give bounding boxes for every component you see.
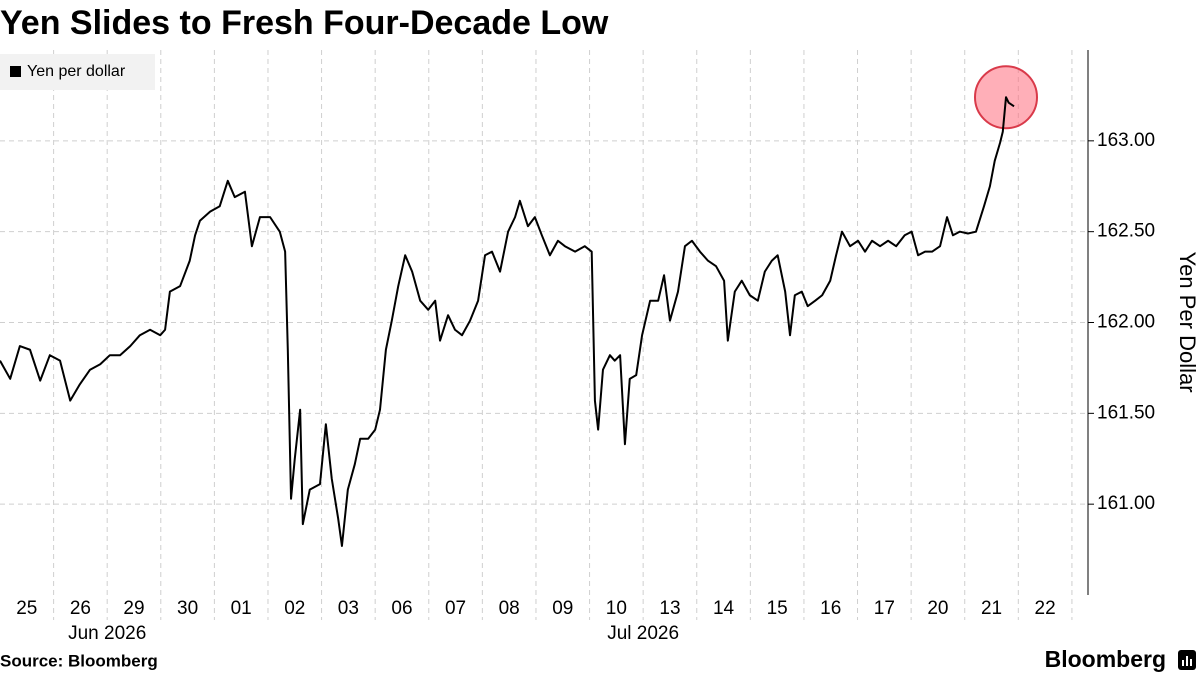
y-tick-label: 161.50 — [1097, 402, 1155, 423]
y-tick-label: 162.00 — [1097, 312, 1155, 333]
x-tick-label: 16 — [820, 598, 841, 619]
x-tick-label: 15 — [767, 598, 788, 619]
x-tick-label: 03 — [338, 598, 359, 619]
grid — [0, 50, 1088, 620]
brand-icon — [1178, 650, 1196, 670]
y-tick-label: 161.00 — [1097, 493, 1155, 514]
brand: Bloomberg — [1045, 646, 1166, 672]
x-tick-label: 08 — [499, 598, 520, 619]
y-tick-label: 162.50 — [1097, 221, 1155, 242]
x-group-label: Jul 2026 — [607, 623, 679, 644]
source: Source: Bloomberg — [0, 651, 158, 670]
x-tick-label: 02 — [284, 598, 305, 619]
chart-title: Yen Slides to Fresh Four-Decade Low — [0, 4, 609, 42]
legend-box — [0, 54, 155, 90]
line-series — [0, 96, 1015, 547]
x-tick-label: 01 — [231, 598, 252, 619]
x-tick-label: 25 — [16, 598, 37, 619]
x-tick-label: 14 — [713, 598, 735, 619]
x-group-label: Jun 2026 — [68, 623, 146, 644]
x-tick-label: 20 — [927, 598, 948, 619]
x-tick-label: 29 — [123, 598, 144, 619]
x-tick-label: 10 — [606, 598, 627, 619]
x-tick-label: 21 — [981, 598, 1002, 619]
legend-swatch — [10, 66, 21, 77]
x-tick-label: 06 — [391, 598, 412, 619]
x-tick-label: 17 — [874, 598, 895, 619]
legend-label: Yen per dollar — [27, 63, 126, 80]
x-tick-label: 22 — [1035, 598, 1056, 619]
x-tick-label: 13 — [659, 598, 680, 619]
x-tick-label: 09 — [552, 598, 573, 619]
x-tick-label: 30 — [177, 598, 198, 619]
y-axis-title: Yen Per Dollar — [1175, 251, 1200, 392]
x-tick-label: 26 — [70, 598, 91, 619]
x-tick-label: 07 — [445, 598, 466, 619]
y-tick-label: 163.00 — [1097, 130, 1155, 151]
